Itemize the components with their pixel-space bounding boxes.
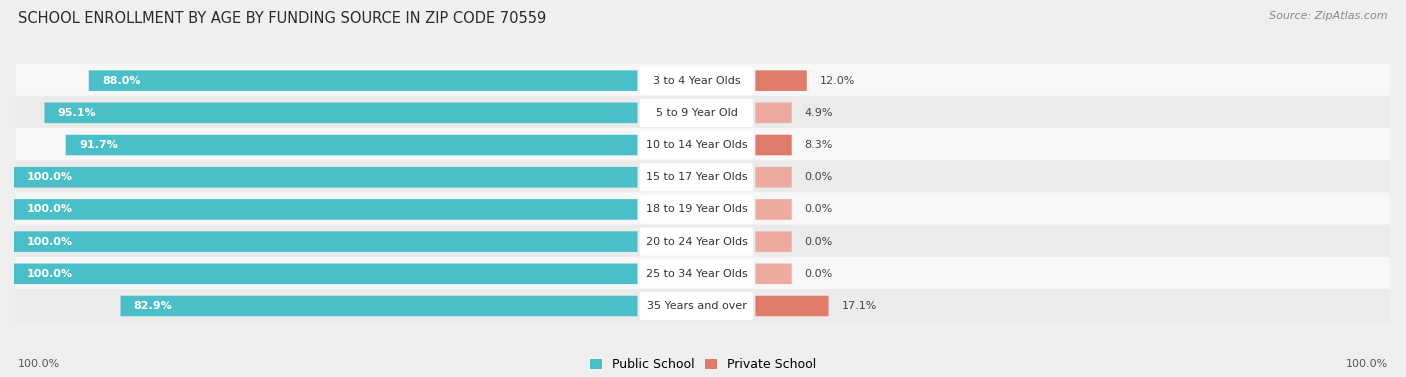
Text: 5 to 9 Year Old: 5 to 9 Year Old — [655, 108, 737, 118]
FancyBboxPatch shape — [14, 167, 637, 187]
FancyBboxPatch shape — [15, 64, 1391, 98]
Text: 18 to 19 Year Olds: 18 to 19 Year Olds — [645, 204, 748, 215]
Text: 15 to 17 Year Olds: 15 to 17 Year Olds — [645, 172, 747, 182]
Text: 0.0%: 0.0% — [804, 269, 832, 279]
Text: 17.1%: 17.1% — [842, 301, 877, 311]
Text: 91.7%: 91.7% — [79, 140, 118, 150]
FancyBboxPatch shape — [15, 96, 1391, 130]
FancyBboxPatch shape — [755, 70, 807, 91]
Text: 100.0%: 100.0% — [27, 204, 73, 215]
FancyBboxPatch shape — [66, 135, 637, 155]
Text: SCHOOL ENROLLMENT BY AGE BY FUNDING SOURCE IN ZIP CODE 70559: SCHOOL ENROLLMENT BY AGE BY FUNDING SOUR… — [18, 11, 547, 26]
FancyBboxPatch shape — [640, 227, 754, 256]
Text: 82.9%: 82.9% — [134, 301, 173, 311]
FancyBboxPatch shape — [15, 257, 1391, 291]
Text: Source: ZipAtlas.com: Source: ZipAtlas.com — [1270, 11, 1388, 21]
FancyBboxPatch shape — [640, 260, 754, 288]
FancyBboxPatch shape — [15, 160, 1391, 194]
FancyBboxPatch shape — [640, 131, 754, 159]
Text: 0.0%: 0.0% — [804, 172, 832, 182]
Text: 100.0%: 100.0% — [1346, 359, 1388, 369]
FancyBboxPatch shape — [640, 66, 754, 95]
FancyBboxPatch shape — [14, 264, 637, 284]
Text: 12.0%: 12.0% — [820, 76, 855, 86]
FancyBboxPatch shape — [640, 195, 754, 224]
Text: 10 to 14 Year Olds: 10 to 14 Year Olds — [645, 140, 747, 150]
Text: 25 to 34 Year Olds: 25 to 34 Year Olds — [645, 269, 748, 279]
Text: 100.0%: 100.0% — [27, 269, 73, 279]
Text: 35 Years and over: 35 Years and over — [647, 301, 747, 311]
FancyBboxPatch shape — [14, 231, 637, 252]
FancyBboxPatch shape — [15, 192, 1391, 227]
FancyBboxPatch shape — [755, 296, 828, 316]
FancyBboxPatch shape — [640, 99, 754, 127]
FancyBboxPatch shape — [755, 167, 792, 187]
Text: 100.0%: 100.0% — [18, 359, 60, 369]
FancyBboxPatch shape — [15, 128, 1391, 162]
FancyBboxPatch shape — [15, 225, 1391, 259]
FancyBboxPatch shape — [755, 264, 792, 284]
Text: 100.0%: 100.0% — [27, 172, 73, 182]
FancyBboxPatch shape — [640, 292, 754, 320]
Text: 3 to 4 Year Olds: 3 to 4 Year Olds — [652, 76, 740, 86]
FancyBboxPatch shape — [121, 296, 637, 316]
FancyBboxPatch shape — [755, 199, 792, 220]
FancyBboxPatch shape — [755, 135, 792, 155]
Text: 20 to 24 Year Olds: 20 to 24 Year Olds — [645, 237, 748, 247]
FancyBboxPatch shape — [755, 103, 792, 123]
Text: 0.0%: 0.0% — [804, 204, 832, 215]
FancyBboxPatch shape — [640, 163, 754, 192]
Text: 8.3%: 8.3% — [804, 140, 834, 150]
Legend: Public School, Private School: Public School, Private School — [589, 359, 817, 371]
Text: 88.0%: 88.0% — [103, 76, 141, 86]
Text: 100.0%: 100.0% — [27, 237, 73, 247]
FancyBboxPatch shape — [15, 289, 1391, 323]
Text: 95.1%: 95.1% — [58, 108, 97, 118]
FancyBboxPatch shape — [14, 199, 637, 220]
FancyBboxPatch shape — [755, 231, 792, 252]
FancyBboxPatch shape — [45, 103, 637, 123]
Text: 0.0%: 0.0% — [804, 237, 832, 247]
FancyBboxPatch shape — [89, 70, 637, 91]
Text: 4.9%: 4.9% — [804, 108, 834, 118]
